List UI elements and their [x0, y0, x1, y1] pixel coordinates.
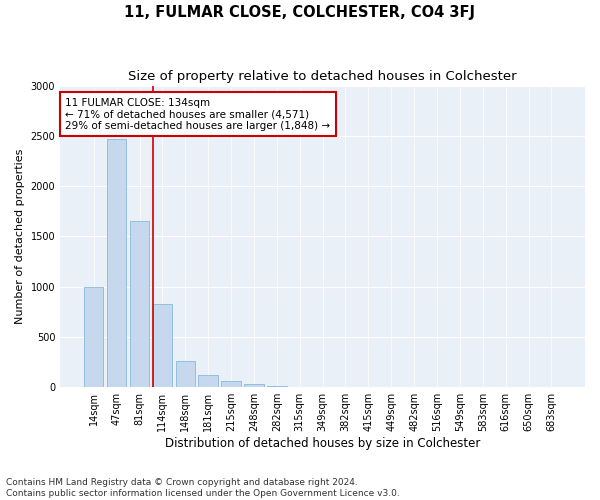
Bar	[152, 304, 172, 387]
Bar	[176, 361, 195, 387]
Bar	[244, 384, 263, 387]
Text: Contains HM Land Registry data © Crown copyright and database right 2024.
Contai: Contains HM Land Registry data © Crown c…	[6, 478, 400, 498]
X-axis label: Distribution of detached houses by size in Colchester: Distribution of detached houses by size …	[165, 437, 480, 450]
Bar	[290, 386, 310, 387]
Y-axis label: Number of detached properties: Number of detached properties	[15, 148, 25, 324]
Text: 11 FULMAR CLOSE: 134sqm
← 71% of detached houses are smaller (4,571)
29% of semi: 11 FULMAR CLOSE: 134sqm ← 71% of detache…	[65, 98, 331, 131]
Text: 11, FULMAR CLOSE, COLCHESTER, CO4 3FJ: 11, FULMAR CLOSE, COLCHESTER, CO4 3FJ	[125, 5, 476, 20]
Bar	[221, 381, 241, 387]
Bar	[84, 286, 103, 387]
Title: Size of property relative to detached houses in Colchester: Size of property relative to detached ho…	[128, 70, 517, 83]
Bar	[199, 375, 218, 387]
Bar	[130, 222, 149, 387]
Bar	[267, 386, 287, 387]
Bar	[107, 139, 127, 387]
